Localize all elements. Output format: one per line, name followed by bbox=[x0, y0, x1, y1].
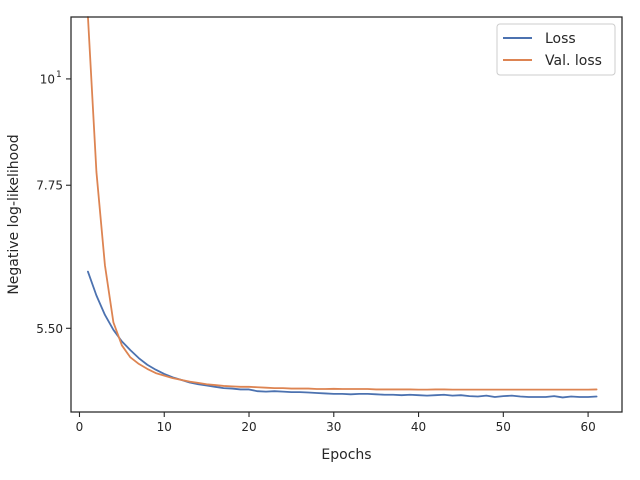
y-tick-label: 10 bbox=[40, 72, 55, 86]
x-tick-label: 50 bbox=[496, 420, 511, 434]
y-axis-label: Negative log-likelihood bbox=[6, 134, 22, 294]
x-tick-label: 0 bbox=[76, 420, 84, 434]
x-tick-label: 60 bbox=[580, 420, 595, 434]
x-tick-label: 20 bbox=[241, 420, 256, 434]
x-tick-label: 40 bbox=[411, 420, 426, 434]
y-tick-label: 5.50 bbox=[36, 322, 63, 336]
x-axis: 0 10 20 30 40 50 60 bbox=[76, 412, 596, 434]
series-line-val-loss bbox=[87, 16, 598, 391]
x-axis-label: Epochs bbox=[321, 447, 371, 463]
legend-box bbox=[496, 23, 616, 76]
legend-label-loss: Loss bbox=[545, 31, 576, 47]
y-axis: 5.50 7.75 10 1 bbox=[36, 70, 71, 336]
x-tick-label: 30 bbox=[326, 420, 341, 434]
legend-label-val-loss: Val. loss bbox=[545, 53, 602, 69]
plot-frame bbox=[70, 16, 623, 413]
y-tick-label: 7.75 bbox=[36, 179, 63, 193]
x-tick-label: 10 bbox=[157, 420, 172, 434]
y-tick-exponent: 1 bbox=[56, 70, 62, 80]
legend: Loss Val. loss bbox=[496, 23, 616, 76]
plot-area bbox=[87, 16, 598, 399]
